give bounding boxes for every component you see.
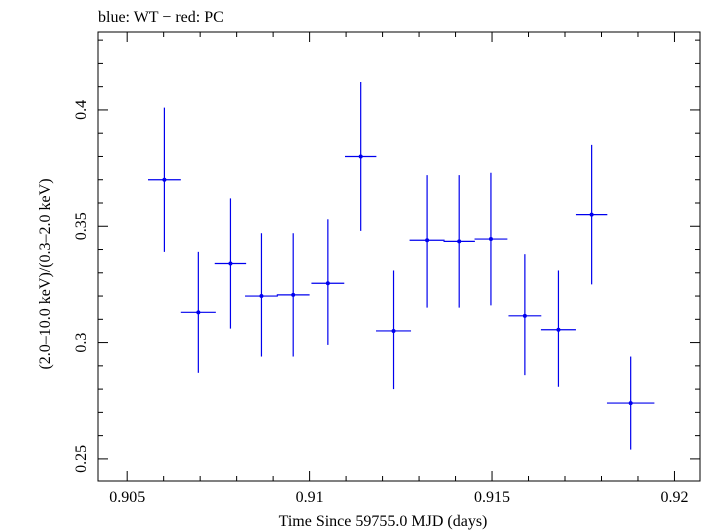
point-marker — [589, 212, 594, 217]
y-axis-label: (2.0–10.0 keV)/(0.3–2.0 keV) — [37, 178, 54, 369]
data-point — [443, 175, 475, 308]
y-tick-label: 0.35 — [73, 212, 90, 240]
plot-frame — [97, 31, 701, 482]
data-point — [409, 175, 445, 308]
x-axis-label: Time Since 59755.0 MJD (days) — [279, 513, 488, 530]
point-marker — [522, 313, 527, 318]
point-marker — [162, 177, 167, 182]
data-point — [606, 356, 655, 450]
x-tick-label: 0.91 — [296, 489, 324, 506]
data-point — [214, 198, 247, 329]
point-marker — [358, 154, 363, 159]
data-point — [311, 219, 345, 345]
data-point — [245, 233, 278, 357]
point-marker — [425, 238, 430, 243]
x-tick-label: 0.92 — [660, 489, 688, 506]
data-point — [345, 82, 377, 231]
data-point — [376, 270, 412, 390]
data-point — [540, 270, 576, 387]
data-point — [575, 144, 608, 285]
point-marker — [196, 310, 201, 315]
axis-tick-labels: 0.905 0.91 0.915 0.92 0.25 0.3 0.35 0.4 — [73, 100, 688, 506]
data-point — [147, 107, 181, 252]
point-marker — [488, 237, 493, 242]
data-point — [276, 233, 310, 357]
point-marker — [391, 328, 396, 333]
data-point — [180, 251, 216, 373]
data-points — [147, 82, 655, 450]
chart-title: blue: WT − red: PC — [98, 9, 224, 26]
data-point — [508, 254, 542, 376]
point-marker — [228, 261, 233, 266]
y-tick-label: 0.25 — [73, 445, 90, 473]
data-point — [474, 172, 508, 306]
y-tick-label: 0.4 — [73, 100, 90, 120]
axis-ticks — [98, 32, 700, 481]
y-tick-label: 0.3 — [73, 333, 90, 353]
x-tick-label: 0.915 — [474, 489, 510, 506]
point-marker — [291, 292, 296, 297]
x-tick-label: 0.905 — [109, 489, 145, 506]
point-marker — [457, 239, 462, 244]
point-marker — [628, 401, 633, 406]
point-marker — [325, 281, 330, 286]
point-marker — [259, 294, 264, 299]
point-marker — [556, 327, 561, 332]
